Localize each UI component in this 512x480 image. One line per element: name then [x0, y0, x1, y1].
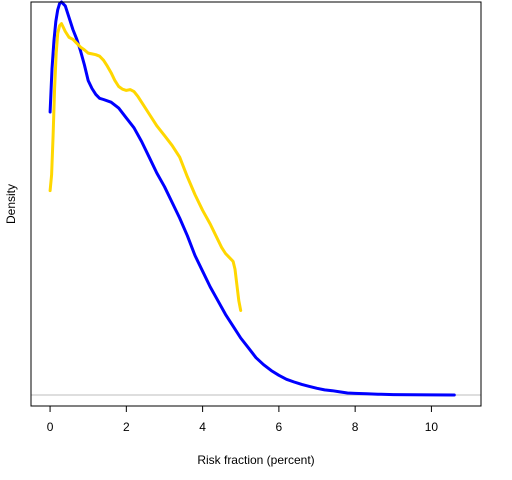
- series-layer: [48, 0, 456, 397]
- x-axis: 0 2 4 6 8 10: [47, 405, 439, 434]
- x-tick-label: 10: [425, 420, 439, 434]
- series-line-2: [48, 22, 243, 312]
- x-tick-label: 4: [199, 420, 206, 434]
- x-tick-label: 0: [47, 420, 54, 434]
- x-tick-label: 2: [123, 420, 130, 434]
- x-tick-label: 8: [352, 420, 359, 434]
- series-line-1: [48, 0, 456, 397]
- y-axis-title: Density: [4, 184, 18, 224]
- x-tick-label: 6: [276, 420, 283, 434]
- x-axis-title: Risk fraction (percent): [197, 453, 314, 467]
